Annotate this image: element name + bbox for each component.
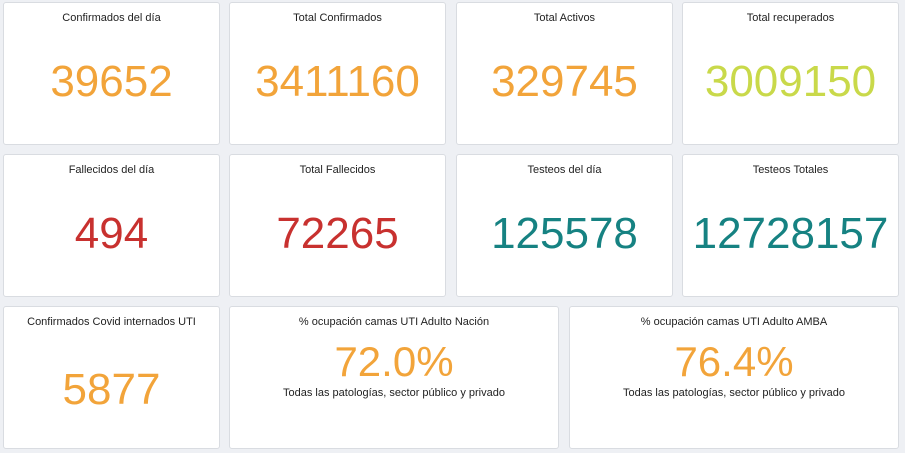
card-value: 12728157 — [692, 209, 889, 258]
card-value: 3009150 — [704, 57, 877, 106]
card-title: Total Activos — [533, 12, 596, 24]
card-value: 72.0% — [334, 338, 454, 385]
card-subtitle: Todas las patologías, sector público y p… — [623, 387, 845, 399]
card-ocupacion-nacion: % ocupación camas UTI Adulto Nación 72.0… — [229, 306, 559, 449]
card-title: Testeos Totales — [752, 164, 829, 176]
card-title: % ocupación camas UTI Adulto AMBA — [640, 316, 828, 328]
card-total-activos: Total Activos 329745 — [456, 2, 673, 145]
card-value: 3411160 — [255, 57, 420, 106]
card-total-fallecidos: Total Fallecidos 72265 — [229, 154, 446, 297]
card-title: Testeos del día — [527, 164, 602, 176]
card-title: Total Confirmados — [293, 12, 382, 24]
card-title: Confirmados Covid internados UTI — [27, 316, 196, 328]
card-value: 72265 — [276, 209, 399, 258]
card-subtitle: Todas las patologías, sector público y p… — [283, 387, 505, 399]
card-testeos-totales: Testeos Totales 12728157 — [682, 154, 899, 297]
card-value: 329745 — [491, 57, 638, 106]
card-value: 494 — [74, 209, 149, 258]
card-value: 76.4% — [674, 338, 794, 385]
card-ocupacion-amba: % ocupación camas UTI Adulto AMBA 76.4% … — [569, 306, 899, 449]
card-internados-uti: Confirmados Covid internados UTI 5877 — [3, 306, 220, 449]
card-title: Fallecidos del día — [68, 164, 155, 176]
card-title: Total Fallecidos — [299, 164, 376, 176]
card-total-confirmados: Total Confirmados 3411160 — [229, 2, 446, 145]
card-testeos-del-dia: Testeos del día 125578 — [456, 154, 673, 297]
card-fallecidos-del-dia: Fallecidos del día 494 — [3, 154, 220, 297]
card-value: 39652 — [50, 57, 173, 106]
card-value: 125578 — [491, 209, 638, 258]
card-confirmados-del-dia: Confirmados del día 39652 — [3, 2, 220, 145]
card-total-recuperados: Total recuperados 3009150 — [682, 2, 899, 145]
card-title: Confirmados del día — [62, 12, 161, 24]
card-title: % ocupación camas UTI Adulto Nación — [298, 316, 490, 328]
card-title: Total recuperados — [746, 12, 835, 24]
card-value: 5877 — [62, 365, 161, 414]
